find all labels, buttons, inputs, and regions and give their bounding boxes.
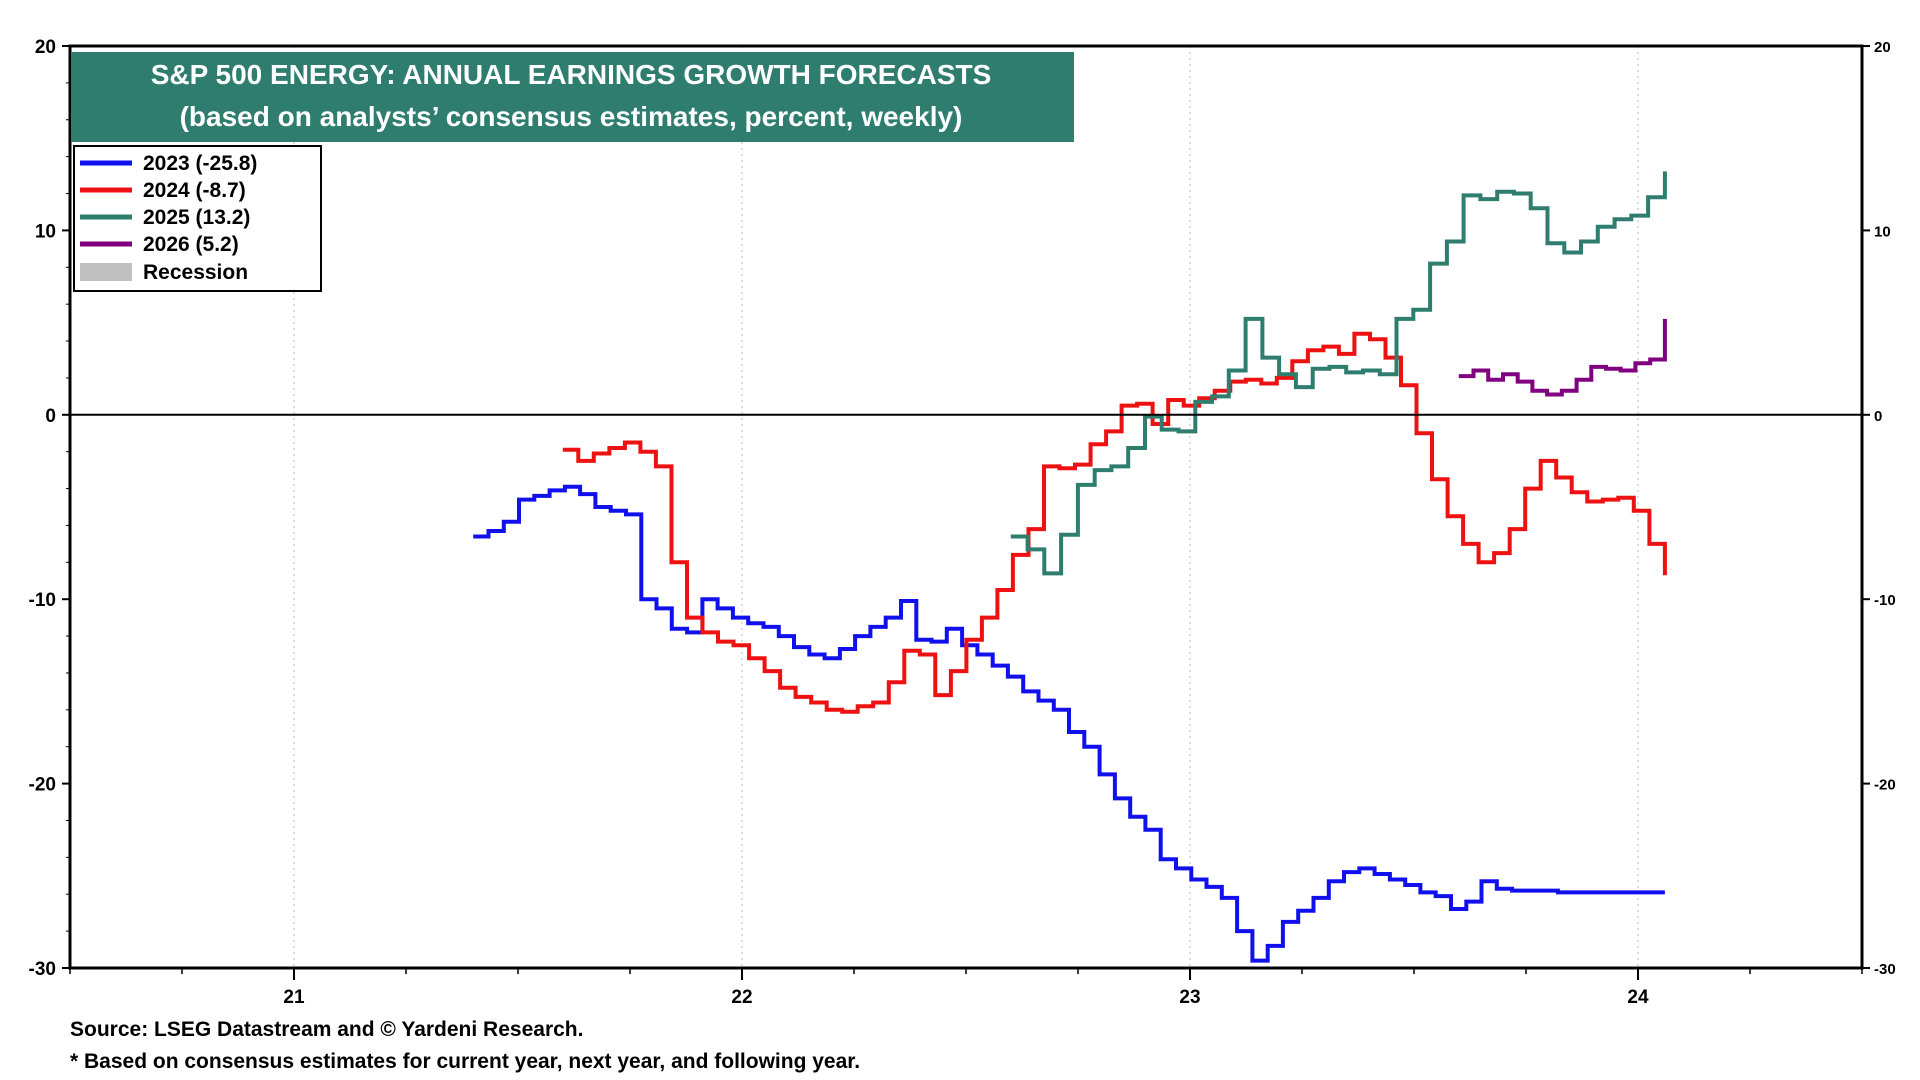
legend-label-2026: 2026 (5.2) [143, 233, 239, 256]
chart-subtitle: (based on analysts’ consensus estimates,… [180, 101, 963, 132]
y-right-tick-label: -30 [1874, 961, 1896, 978]
legend-label-recession: Recession [143, 261, 248, 284]
footnote: * Based on consensus estimates for curre… [70, 1050, 861, 1073]
source-note: Source: LSEG Datastream and © Yardeni Re… [70, 1018, 584, 1041]
y-right-tick-label: 10 [1874, 223, 1891, 240]
y-right-tick-label: -10 [1874, 592, 1896, 609]
y-left-tick-label: -20 [29, 775, 56, 796]
x-tick-label: 24 [1627, 987, 1649, 1008]
series-line-3 [1010, 171, 1667, 576]
x-tick-label: 21 [283, 987, 305, 1008]
y-left-tick-label: 0 [45, 406, 56, 427]
legend: 2023 (-25.8) 2024 (-8.7) 2025 (13.2) 202… [73, 145, 322, 292]
legend-label-2025: 2025 (13.2) [143, 206, 250, 229]
y-left-tick-label: 20 [35, 37, 56, 58]
y-left-tick-label: -30 [29, 959, 56, 980]
y-left-tick-label: 10 [35, 221, 56, 242]
series-line-1 [473, 484, 1665, 963]
y-right-tick-label: 0 [1874, 408, 1882, 425]
plot-frame [68, 44, 1864, 970]
title-box: S&P 500 ENERGY: ANNUAL EARNINGS GROWTH F… [71, 52, 1074, 142]
y-right-tick-label: -20 [1874, 777, 1896, 794]
x-tick-label: 23 [1179, 987, 1200, 1008]
axis-ticks: 21 22 23 24 -30 -30 -20 -20 -10 -10 0 0 10 10 20 20 [29, 37, 1896, 1008]
y-left-tick-label: -10 [29, 590, 56, 611]
title-background [71, 52, 1074, 142]
series-line-2 [562, 331, 1667, 714]
series-lines [473, 171, 1667, 963]
grid-lines [293, 46, 1639, 968]
x-tick-label: 22 [731, 987, 752, 1008]
series-line-4 [1458, 318, 1667, 397]
y-right-tick-label: 20 [1874, 39, 1891, 56]
legend-swatch-recession [80, 263, 132, 281]
legend-label-2024: 2024 (-8.7) [143, 179, 246, 202]
legend-label-2023: 2023 (-25.8) [143, 152, 257, 175]
chart-title: S&P 500 ENERGY: ANNUAL EARNINGS GROWTH F… [151, 59, 992, 90]
